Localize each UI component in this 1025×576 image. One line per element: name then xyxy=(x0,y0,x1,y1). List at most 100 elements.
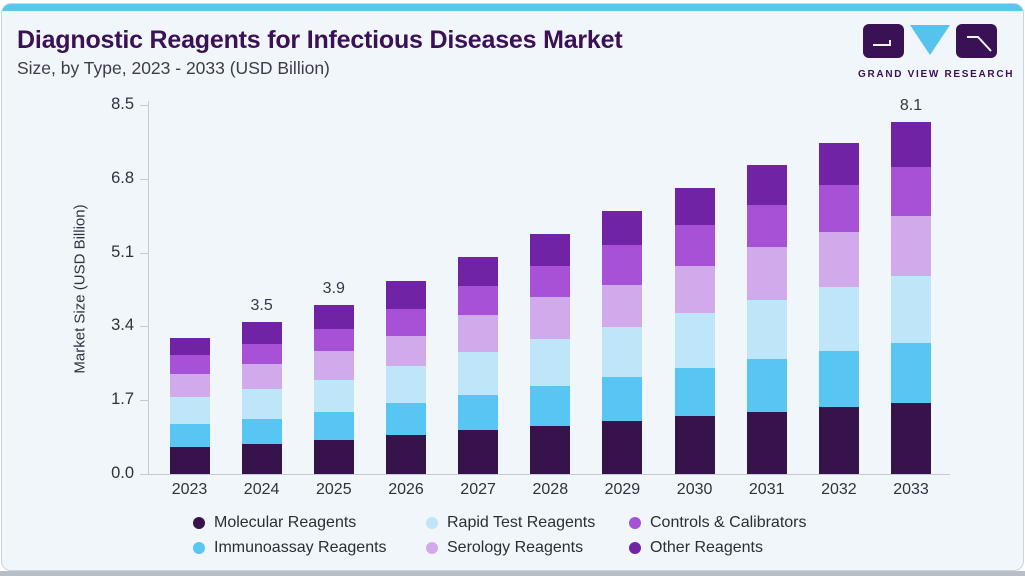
bar-segment-2026 xyxy=(386,403,426,435)
legend-label: Other Reagents xyxy=(650,539,763,556)
x-tick-label: 2031 xyxy=(748,481,785,498)
bar-segment-2027 xyxy=(458,256,499,286)
bar-segment-2023 xyxy=(169,338,210,355)
y-tick-mark xyxy=(140,326,148,328)
legend-swatch-icon xyxy=(426,542,438,554)
bar-segment-2033 xyxy=(891,166,931,216)
x-tick-label: 2028 xyxy=(532,481,569,498)
x-tick-label: 2029 xyxy=(604,481,641,498)
bar-segment-2032 xyxy=(818,142,859,186)
bar-segment-2023 xyxy=(169,396,210,424)
x-tick-label: 2026 xyxy=(388,481,424,498)
bar-segment-2032 xyxy=(818,407,859,474)
bar-segment-2032 xyxy=(818,185,859,233)
bar-segment-2030 xyxy=(674,225,715,267)
legend-swatch-icon xyxy=(193,517,205,529)
bar-segment-2031 xyxy=(746,359,787,412)
bar-segment-2028 xyxy=(530,425,571,474)
top-accent-strip xyxy=(2,4,1023,11)
bar-segment-2024 xyxy=(241,322,282,344)
bar-segment-2029 xyxy=(602,210,643,245)
legend-item: Rapid Test Reagents xyxy=(426,514,595,532)
bar-segment-2031 xyxy=(746,299,787,359)
bar-segment-2026 xyxy=(386,336,426,367)
bar-value-label: 3.5 xyxy=(250,297,273,315)
bar-segment-2030 xyxy=(674,312,715,368)
y-tick-mark xyxy=(140,178,148,180)
bar-segment-2028 xyxy=(530,297,571,340)
legend-swatch-icon xyxy=(629,517,641,529)
x-tick-label: 2030 xyxy=(676,481,713,498)
logo-wordmark: GRAND VIEW RESEARCH xyxy=(858,69,1015,80)
bar-segment-2024 xyxy=(241,389,282,419)
page-subtitle: Size, by Type, 2023 - 2033 (USD Billion) xyxy=(17,58,330,78)
bar-segment-2028 xyxy=(530,339,571,387)
x-tick-label: 2023 xyxy=(171,481,208,498)
y-tick-label: 5.1 xyxy=(111,242,134,261)
legend-item: Immunoassay Reagents xyxy=(193,539,387,557)
x-tick-label: 2025 xyxy=(316,481,352,498)
bar-segment-2028 xyxy=(530,386,571,426)
bar-segment-2026 xyxy=(386,434,426,474)
bar-segment-2033 xyxy=(891,122,931,167)
bar-segment-2030 xyxy=(674,367,715,417)
y-tick-label: 3.4 xyxy=(111,316,134,335)
bar-segment-2024 xyxy=(241,364,282,390)
bar-segment-2023 xyxy=(169,355,210,375)
y-tick-label: 1.7 xyxy=(111,390,134,409)
bar-segment-2028 xyxy=(530,265,571,298)
bar-segment-2027 xyxy=(458,315,499,352)
y-tick-label: 8.5 xyxy=(111,95,134,113)
legend-label: Molecular Reagents xyxy=(214,514,357,531)
legend-swatch-icon xyxy=(193,542,205,554)
bar-segment-2024 xyxy=(241,343,282,365)
bar-segment-2025 xyxy=(313,411,354,441)
legend-label: Serology Reagents xyxy=(447,539,584,556)
bar-segment-2030 xyxy=(674,187,715,226)
bar-segment-2031 xyxy=(746,204,787,248)
bar-segment-2027 xyxy=(458,429,499,474)
bar-segment-2026 xyxy=(386,281,426,310)
bar-segment-2029 xyxy=(602,377,643,421)
bar-segment-2031 xyxy=(746,247,787,300)
y-axis-line xyxy=(148,101,149,475)
bar-segment-2025 xyxy=(313,440,354,474)
bar-segment-2027 xyxy=(458,352,499,396)
bar-segment-2023 xyxy=(169,424,210,448)
legend-item: Serology Reagents xyxy=(426,539,583,557)
y-tick-label: 6.8 xyxy=(111,168,134,187)
legend-item: Controls & Calibrators xyxy=(629,514,807,532)
bar-segment-2029 xyxy=(602,244,643,286)
x-tick-label: 2027 xyxy=(460,481,496,498)
y-axis-title: Market Size (USD Billion) xyxy=(71,204,89,374)
bar-segment-2032 xyxy=(818,232,859,288)
x-tick-label: 2024 xyxy=(243,481,280,498)
bar-segment-2026 xyxy=(386,309,426,337)
bar-value-label: 3.9 xyxy=(322,279,345,297)
bar-segment-2032 xyxy=(818,351,859,408)
y-tick-mark xyxy=(140,474,148,475)
legend-swatch-icon xyxy=(426,517,438,529)
bar-segment-2026 xyxy=(386,366,426,404)
bar-segment-2031 xyxy=(746,411,787,474)
bar-segment-2032 xyxy=(818,287,859,352)
bar-segment-2029 xyxy=(602,420,643,474)
bar-segment-2025 xyxy=(313,304,354,329)
bar-segment-2025 xyxy=(313,328,354,352)
bar-segment-2031 xyxy=(746,165,787,205)
bar-segment-2033 xyxy=(891,343,931,403)
y-tick-label: 0.0 xyxy=(111,464,134,482)
bar-segment-2024 xyxy=(241,443,282,474)
bar-segment-2030 xyxy=(674,416,715,474)
bar-segment-2027 xyxy=(458,395,499,430)
bar-value-label: 8.1 xyxy=(899,97,923,115)
x-axis-line xyxy=(140,474,950,475)
bar-segment-2029 xyxy=(602,285,643,327)
bar-segment-2023 xyxy=(169,447,210,474)
bar-segment-2029 xyxy=(602,326,643,378)
x-tick-label: 2033 xyxy=(893,481,929,498)
legend-item: Molecular Reagents xyxy=(193,514,356,532)
legend-label: Immunoassay Reagents xyxy=(214,539,387,556)
